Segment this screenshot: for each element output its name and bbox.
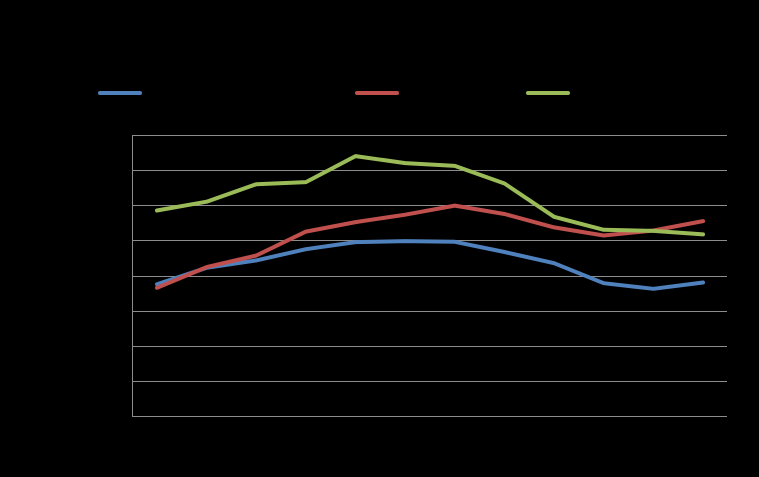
series-line-1 (155, 239, 705, 291)
gridlines (132, 135, 727, 382)
series-lines (155, 154, 705, 291)
series-line-2 (155, 203, 705, 290)
series-line-3 (155, 154, 705, 237)
axes (132, 135, 727, 417)
